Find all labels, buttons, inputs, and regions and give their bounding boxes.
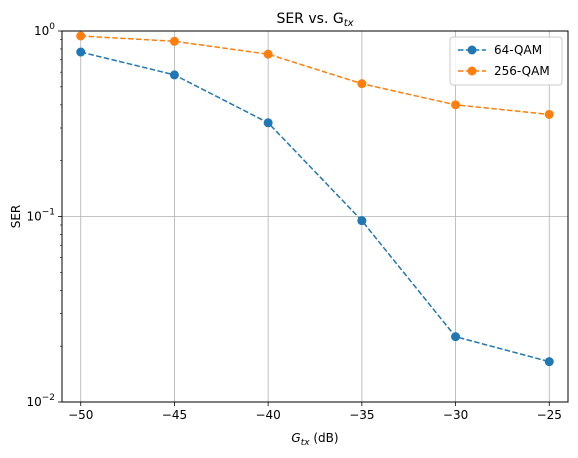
y-tick-label: 10−2	[26, 393, 55, 409]
y-tick-label: 100	[34, 22, 55, 38]
legend-label: 64-QAM	[494, 43, 542, 57]
data-point	[169, 36, 179, 46]
series-line	[80, 35, 550, 116]
data-point	[451, 100, 461, 110]
legend: 64-QAM 256-QAM	[449, 36, 563, 86]
series-256-qam	[76, 31, 554, 119]
chart-title: SER vs. Gtx	[276, 11, 353, 29]
data-point	[451, 332, 461, 342]
data-point	[76, 47, 86, 57]
x-tick-label: −30	[443, 408, 468, 422]
x-tick-label: −45	[162, 408, 187, 422]
data-point	[357, 216, 367, 226]
x-axis-label: Gtx (dB)	[291, 431, 338, 448]
x-tick-label: −50	[68, 408, 93, 422]
legend-label: 256-QAM	[494, 64, 550, 78]
axis-ticks: −50 −45 −40 −35 −30 −25 10−2 10−1 100	[26, 22, 561, 422]
y-axis-label: SER	[9, 205, 23, 229]
series-line	[80, 51, 550, 363]
x-tick-label: −35	[349, 408, 374, 422]
x-tick-label: −40	[255, 408, 280, 422]
data-point	[263, 49, 273, 59]
legend-marker	[467, 66, 477, 76]
x-tick-label: −25	[537, 408, 562, 422]
data-point	[357, 79, 367, 89]
series-64-qam	[76, 47, 554, 367]
y-tick-label: 10−1	[26, 208, 55, 224]
plot-series	[76, 31, 554, 367]
data-point	[76, 31, 86, 41]
data-point	[263, 118, 273, 128]
data-point	[169, 70, 179, 80]
grid	[62, 31, 568, 402]
legend-marker	[467, 45, 477, 55]
data-point	[544, 109, 554, 119]
legend-box	[449, 36, 563, 86]
data-point	[544, 357, 554, 367]
